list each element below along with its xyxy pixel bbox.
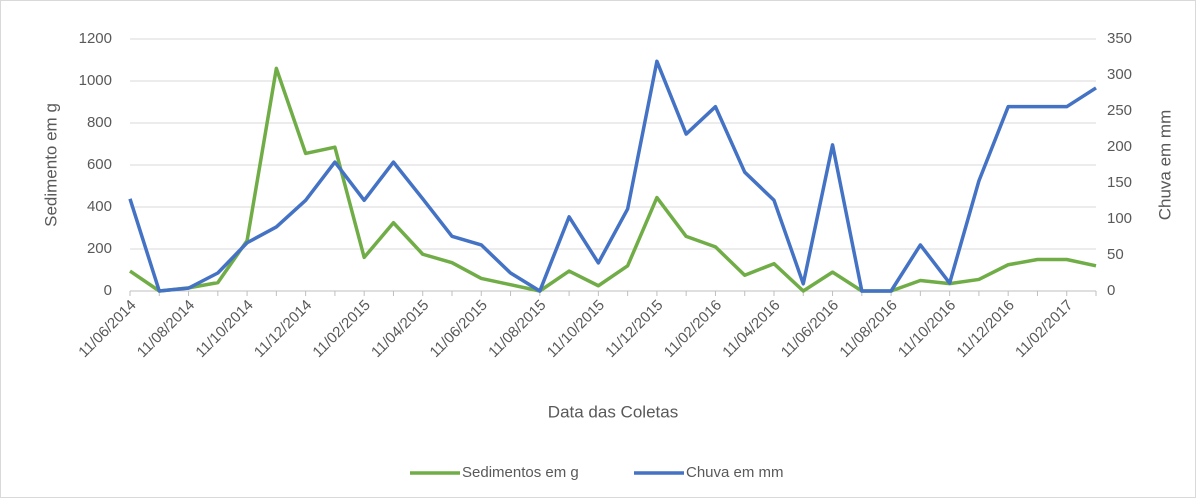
y2-tick-label: 0	[1107, 282, 1115, 299]
y-tick-label: 0	[104, 282, 112, 299]
y-tick-label: 800	[87, 114, 112, 131]
y2-tick-label: 100	[1107, 210, 1132, 227]
y-axis-title: Sedimento em g	[41, 103, 60, 227]
y2-tick-label: 300	[1107, 66, 1132, 83]
y-tick-label: 600	[87, 156, 112, 173]
legend-label: Chuva em mm	[686, 464, 784, 481]
y2-tick-label: 50	[1107, 246, 1124, 263]
y-tick-label: 200	[87, 240, 112, 257]
y2-axis-title: Chuva em mm	[1155, 110, 1174, 221]
series-line	[129, 66, 1097, 293]
y-tick-label: 1200	[79, 30, 112, 47]
y-tick-label: 400	[87, 198, 112, 215]
y2-tick-label: 350	[1107, 30, 1132, 47]
y2-tick-label: 150	[1107, 174, 1132, 191]
y2-tick-label: 200	[1107, 138, 1132, 155]
y-tick-label: 1000	[79, 72, 112, 89]
x-axis-title: Data das Coletas	[548, 402, 678, 421]
y2-tick-label: 250	[1107, 102, 1132, 119]
series-line	[128, 59, 1097, 293]
legend-label: Sedimentos em g	[462, 464, 579, 481]
